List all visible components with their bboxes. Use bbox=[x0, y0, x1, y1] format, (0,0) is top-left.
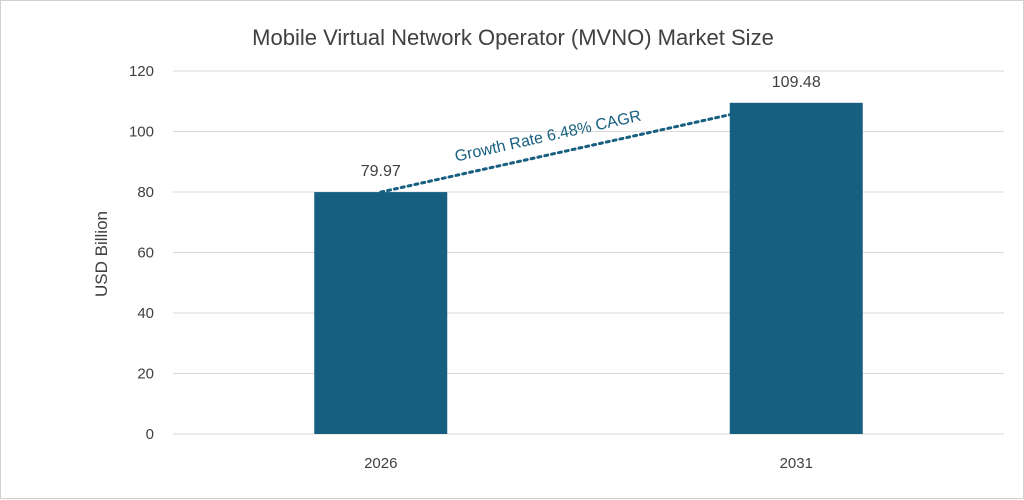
y-tick-label: 120 bbox=[129, 63, 154, 80]
data-label: 109.48 bbox=[772, 74, 821, 91]
y-tick-label: 20 bbox=[137, 366, 154, 383]
data-label: 79.97 bbox=[361, 163, 401, 180]
cagr-annotation: Growth Rate 6.48% CAGR bbox=[453, 108, 642, 166]
y-tick-label: 0 bbox=[146, 426, 154, 443]
x-tick-label: 2031 bbox=[780, 455, 813, 472]
y-tick-label: 40 bbox=[137, 305, 154, 322]
data-labels: 79.97 109.48 bbox=[361, 74, 821, 180]
cagr-trend-line bbox=[379, 111, 740, 194]
chart-title: Mobile Virtual Network Operator (MVNO) M… bbox=[252, 25, 774, 50]
bar-2031 bbox=[729, 102, 863, 434]
bars bbox=[314, 102, 863, 434]
y-tick-label: 60 bbox=[137, 245, 154, 262]
bar-2026 bbox=[314, 192, 448, 434]
gridlines bbox=[173, 70, 1004, 435]
x-axis-ticks: 2026 2031 bbox=[364, 455, 813, 472]
y-axis-ticks: 0 20 40 60 80 100 120 bbox=[129, 63, 154, 443]
y-tick-label: 80 bbox=[137, 184, 154, 201]
y-tick-label: 100 bbox=[129, 124, 154, 141]
x-tick-label: 2026 bbox=[364, 455, 397, 472]
y-axis-label: USD Billion bbox=[92, 211, 111, 297]
